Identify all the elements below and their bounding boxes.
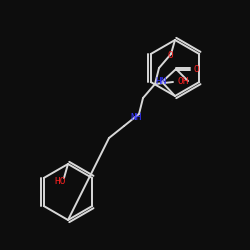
- Text: O: O: [167, 50, 173, 59]
- Text: NH: NH: [130, 112, 142, 122]
- Text: HN: HN: [155, 76, 167, 86]
- Text: HO: HO: [54, 178, 66, 186]
- Text: O: O: [194, 64, 200, 74]
- Text: OH: OH: [178, 78, 190, 86]
